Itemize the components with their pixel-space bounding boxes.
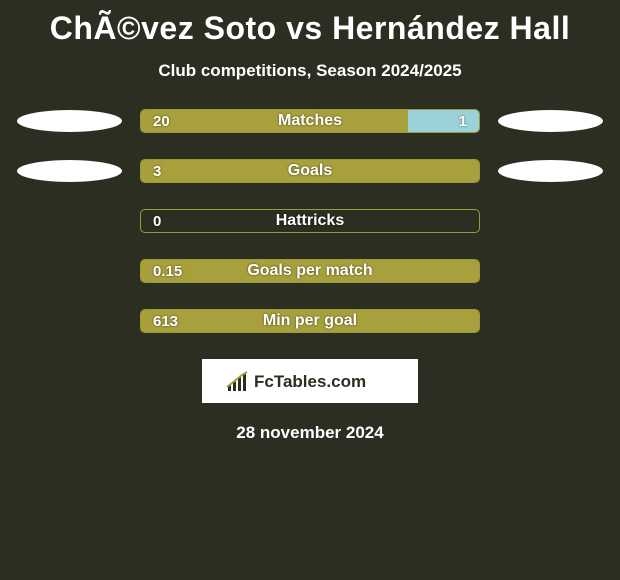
stat-row: Matches20 1 <box>0 109 620 133</box>
stat-label: Goals <box>141 160 479 182</box>
stat-bar: Hattricks0 <box>140 209 480 233</box>
stat-label: Min per goal <box>141 310 479 332</box>
stat-label: Goals per match <box>141 260 479 282</box>
fctables-logo: FcTables.com <box>202 359 418 403</box>
stat-bar: Min per goal613 <box>140 309 480 333</box>
stat-value-right: 1 <box>459 110 467 132</box>
stat-label: Matches <box>141 110 479 132</box>
stat-bar: Goals3 <box>140 159 480 183</box>
stat-bar: Matches20 1 <box>140 109 480 133</box>
team-logo-left <box>17 160 122 182</box>
stats-rows: Matches20 1 Goals3 Hattricks0 Goals per matc… <box>0 109 620 333</box>
stat-value-left: 613 <box>153 310 178 332</box>
stat-label: Hattricks <box>141 210 479 232</box>
page-subtitle: Club competitions, Season 2024/2025 <box>0 61 620 81</box>
stat-row: Min per goal613 <box>0 309 620 333</box>
team-logo-left <box>17 110 122 132</box>
stat-row: Goals3 <box>0 159 620 183</box>
logo-text: FcTables.com <box>254 372 366 391</box>
date-line: 28 november 2024 <box>0 423 620 443</box>
stat-value-left: 20 <box>153 110 170 132</box>
stat-row: Hattricks0 <box>0 209 620 233</box>
stat-row: Goals per match0.15 <box>0 259 620 283</box>
stat-value-left: 0 <box>153 210 161 232</box>
team-logo-right <box>498 110 603 132</box>
stat-value-left: 3 <box>153 160 161 182</box>
stat-bar: Goals per match0.15 <box>140 259 480 283</box>
stat-value-left: 0.15 <box>153 260 182 282</box>
bar-chart-icon: FcTables.com <box>220 367 400 395</box>
page-title: ChÃ©vez Soto vs Hernández Hall <box>0 0 620 47</box>
team-logo-right <box>498 160 603 182</box>
